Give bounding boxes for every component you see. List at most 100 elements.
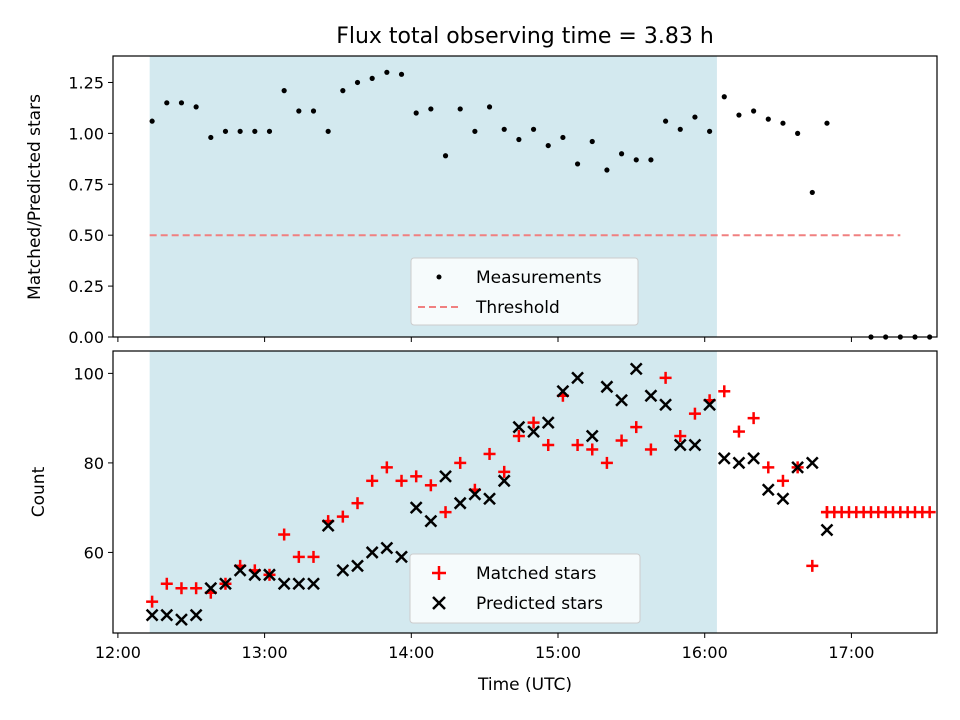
matched-star-point	[674, 430, 687, 443]
matched-star-point	[806, 559, 819, 572]
matched-star-point	[600, 456, 613, 469]
matched-star-point	[886, 506, 899, 519]
measurement-point	[237, 128, 243, 134]
matched-star-point	[410, 470, 423, 483]
matched-star-point	[659, 371, 672, 384]
matched-star-point	[336, 510, 349, 523]
x-tick-label: 12:00	[95, 643, 141, 662]
measurement-point	[795, 130, 801, 136]
matched-star-point	[439, 506, 452, 519]
x-axis: 12:00 13:00 14:00 15:00 16:00 17:00	[95, 337, 874, 662]
predicted-star-point	[395, 550, 408, 564]
y-tick-label: 1.25	[68, 73, 104, 92]
legend-measurements-label: Measurements	[476, 268, 602, 288]
matched-star-point	[762, 461, 775, 474]
measurement-point	[193, 104, 199, 110]
matched-star-point	[644, 443, 657, 456]
measurement-point	[574, 161, 581, 167]
measurement-point	[369, 75, 375, 81]
chart-title: Flux total observing time = 3.83 h	[336, 24, 714, 49]
measurement-point	[310, 108, 317, 114]
measurement-point	[648, 157, 654, 163]
matched-star-point	[828, 506, 841, 519]
y-tick-label: 0.75	[68, 175, 104, 194]
predicted-star-point	[512, 420, 526, 434]
predicted-star-point	[688, 438, 702, 452]
matched-star-point	[424, 479, 437, 492]
measurement-point	[516, 136, 522, 143]
predicted-star-point	[263, 568, 276, 582]
predicted-star-point	[160, 608, 174, 622]
matched-star-point	[901, 506, 914, 519]
bottom-plot-frame	[112, 350, 938, 634]
matched-star-point	[542, 439, 555, 451]
measurement-point	[149, 118, 155, 124]
predicted-star-point	[585, 429, 599, 443]
predicted-star-point	[615, 393, 628, 407]
y-tick-label: 0.25	[68, 277, 104, 296]
bottom-ylabel: Count	[29, 466, 49, 517]
matched-star-point	[380, 461, 393, 474]
predicted-star-point	[145, 608, 159, 622]
predicted-star-point	[776, 492, 790, 506]
top-plot-frame	[112, 55, 938, 338]
x-tick-label: 14:00	[388, 643, 434, 662]
measurement-point	[296, 108, 302, 114]
matched-star-point	[146, 595, 159, 608]
matched-star-point	[483, 447, 496, 460]
predicted-star-point	[747, 452, 761, 465]
measurement-point	[442, 153, 449, 159]
predicted-star-point	[189, 608, 203, 622]
matched-star-point	[527, 416, 540, 429]
matched-star-point	[307, 550, 320, 563]
predicted-star-point	[527, 425, 540, 438]
top-y-axis: 0.00 0.25 0.50 0.75 1.00 1.25	[68, 73, 113, 347]
predicted-star-point	[483, 492, 496, 506]
matched-star-point	[630, 421, 643, 434]
y-tick-label: 0.50	[68, 226, 104, 245]
matched-star-point	[351, 497, 364, 510]
measurement-point	[222, 128, 229, 134]
matched-star-point	[718, 385, 731, 398]
measurement-point	[398, 71, 405, 77]
matched-star-point	[776, 474, 789, 487]
predicted-star-point	[732, 456, 746, 470]
predicted-star-point	[277, 577, 291, 591]
y-tick-label: 80	[84, 454, 104, 473]
measurement-point	[677, 126, 683, 132]
predicted-star-point	[703, 398, 716, 412]
predicted-star-point	[307, 577, 320, 591]
matched-star-point	[190, 582, 203, 595]
predicted-star-point	[248, 568, 262, 582]
matched-star-point	[916, 506, 929, 519]
measurement-point	[765, 116, 771, 122]
predicted-star-point	[644, 389, 658, 403]
predicted-star-point	[365, 546, 379, 559]
measurement-point	[325, 128, 331, 134]
measurement-point	[208, 134, 214, 141]
matched-star-point	[732, 425, 745, 438]
y-tick-label: 1.00	[68, 124, 104, 143]
measurement-point	[809, 189, 815, 196]
predicted-star-point	[468, 487, 482, 501]
matched-star-point	[688, 407, 701, 420]
predicted-star-point	[497, 474, 511, 488]
measurement-point	[560, 134, 566, 141]
y-tick-label: 100	[73, 364, 104, 383]
predicted-star-point	[791, 460, 805, 474]
x-tick-label: 17:00	[828, 643, 874, 662]
legend-threshold-label: Threshold	[475, 298, 560, 318]
matched-star-point	[586, 443, 599, 456]
measurement-point	[707, 128, 713, 134]
top-ylabel: Matched/Predicted stars	[25, 94, 45, 300]
predicted-star-point	[717, 452, 731, 465]
predicted-star-point	[233, 563, 247, 577]
measurement-point	[266, 128, 273, 134]
measurement-point	[633, 157, 639, 163]
measurement-point	[501, 126, 507, 132]
measurement-point	[662, 118, 669, 124]
measurement-point	[751, 108, 757, 114]
predicted-star-point	[629, 362, 643, 376]
predicted-star-point	[556, 384, 570, 398]
